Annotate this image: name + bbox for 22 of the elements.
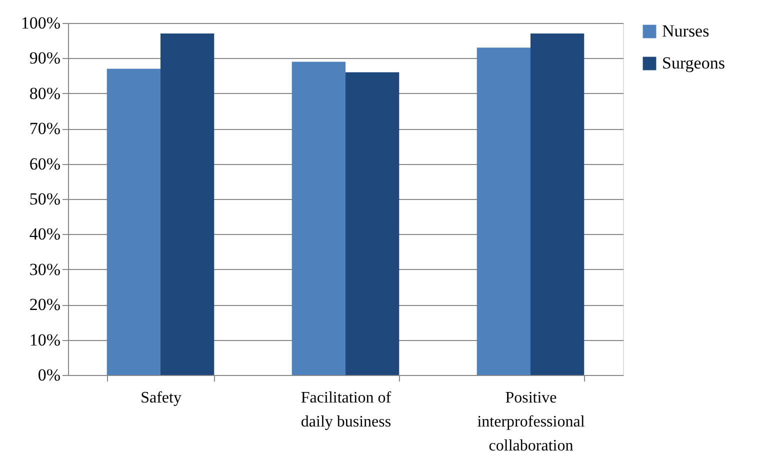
y-tick-label: 20% bbox=[29, 295, 60, 314]
x-tick-label: Facilitation of daily business bbox=[300, 390, 392, 430]
y-tick-label: 60% bbox=[29, 154, 60, 174]
y-tick-label: 40% bbox=[29, 224, 60, 244]
bar bbox=[346, 72, 400, 375]
bar bbox=[530, 34, 584, 375]
y-tick-label: 0% bbox=[38, 366, 60, 384]
legend-label: Nurses bbox=[662, 22, 710, 40]
y-tick-label: 80% bbox=[29, 84, 60, 103]
y-tick-label: 30% bbox=[29, 260, 60, 279]
bar bbox=[476, 48, 530, 375]
y-tick-label: 90% bbox=[29, 48, 60, 68]
y-tick-label: 10% bbox=[29, 330, 60, 350]
bar bbox=[292, 62, 346, 375]
bar bbox=[160, 34, 214, 375]
y-tick-label: 70% bbox=[29, 119, 60, 138]
legend-label: Surgeons bbox=[662, 54, 725, 72]
x-tick-label: Safety bbox=[140, 390, 182, 406]
y-tick-label: 100% bbox=[20, 14, 60, 32]
x-tick-label: Positive interprofessional collaboration bbox=[477, 390, 586, 454]
bar bbox=[106, 68, 160, 375]
y-tick-label: 50% bbox=[29, 190, 60, 208]
